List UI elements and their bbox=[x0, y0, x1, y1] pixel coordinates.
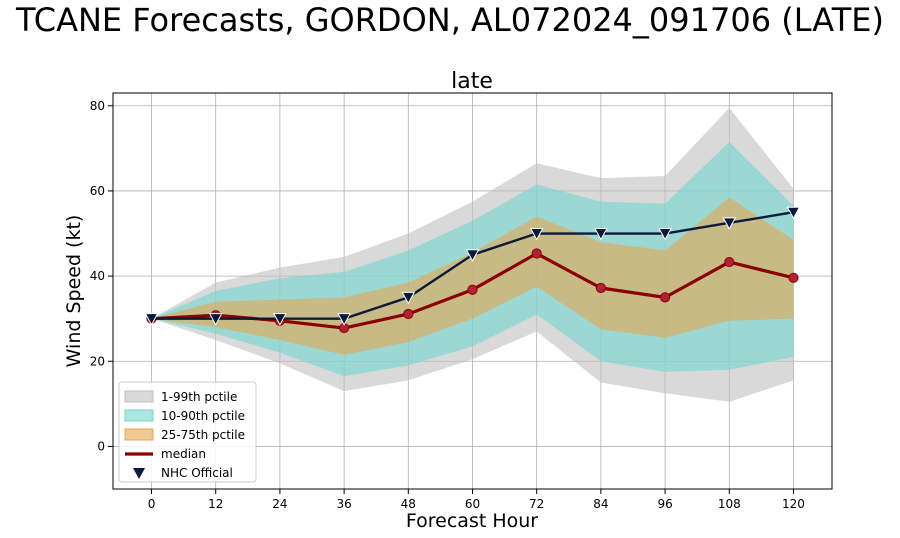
median-point bbox=[403, 308, 414, 320]
x-tick-label: 120 bbox=[782, 497, 805, 511]
median-point bbox=[659, 292, 671, 303]
x-tick-label: 84 bbox=[593, 497, 608, 511]
y-tick-label: 60 bbox=[90, 184, 105, 198]
legend-label: 10-90th pctile bbox=[161, 409, 245, 423]
nhc-official-point bbox=[337, 313, 351, 326]
legend-label: NHC Official bbox=[161, 466, 233, 480]
nhc-official-point bbox=[208, 313, 223, 326]
y-tick-label: 80 bbox=[90, 99, 105, 113]
x-tick-label: 96 bbox=[657, 497, 672, 511]
median-point bbox=[467, 284, 478, 295]
legend-box bbox=[118, 381, 257, 483]
median-point bbox=[788, 272, 799, 283]
nhc-official-point bbox=[401, 291, 416, 305]
nhc-official-point bbox=[529, 228, 544, 241]
x-tick-label: 24 bbox=[272, 497, 287, 511]
legend-swatch bbox=[124, 390, 154, 403]
x-tick-label: 60 bbox=[465, 497, 480, 511]
legend-swatch bbox=[124, 409, 154, 422]
chart-title: late bbox=[451, 69, 493, 94]
y-axis-label: Wind Speed (kt) bbox=[63, 215, 85, 368]
nhc-official-point bbox=[465, 249, 480, 262]
nhc-official-point bbox=[594, 228, 608, 241]
nhc-official-point bbox=[722, 217, 737, 230]
legend-label: 1-99th pctile bbox=[161, 390, 237, 404]
legend-label: median bbox=[161, 447, 206, 461]
x-tick-label: 108 bbox=[718, 497, 741, 511]
band-25-75th-pctile bbox=[151, 197, 794, 355]
nhc-official-point bbox=[658, 228, 672, 241]
y-tick-label: 0 bbox=[97, 439, 105, 453]
median-point bbox=[595, 282, 606, 294]
y-tick-label: 20 bbox=[90, 354, 105, 368]
legend: 1-99th pctile 10-90th pctile 25-75th pctil… bbox=[118, 381, 257, 483]
x-tick-label: 72 bbox=[529, 497, 544, 511]
axis-ticks: 0 12 24 36 48 60 72 84 96 108 120 0 20 40 60 80 bbox=[90, 99, 805, 511]
x-tick-label: 48 bbox=[401, 497, 416, 511]
nhc-official-point bbox=[273, 313, 287, 326]
x-tick-label: 36 bbox=[336, 497, 351, 511]
series-lines bbox=[144, 206, 801, 334]
legend-swatch bbox=[133, 468, 145, 479]
x-tick-label: 12 bbox=[208, 497, 223, 511]
x-axis-label: Forecast Hour bbox=[406, 510, 538, 532]
nhc-official-point bbox=[786, 206, 801, 220]
y-tick-label: 40 bbox=[90, 269, 105, 283]
median-point bbox=[531, 248, 542, 259]
legend-label: 25-75th pctile bbox=[161, 428, 245, 442]
x-tick-label: 0 bbox=[148, 497, 156, 511]
figure-title: TCANE Forecasts, GORDON, AL072024_091706… bbox=[15, 1, 884, 39]
median-point bbox=[724, 256, 735, 268]
legend-swatch bbox=[124, 428, 154, 441]
nhc-official-point bbox=[144, 313, 159, 326]
